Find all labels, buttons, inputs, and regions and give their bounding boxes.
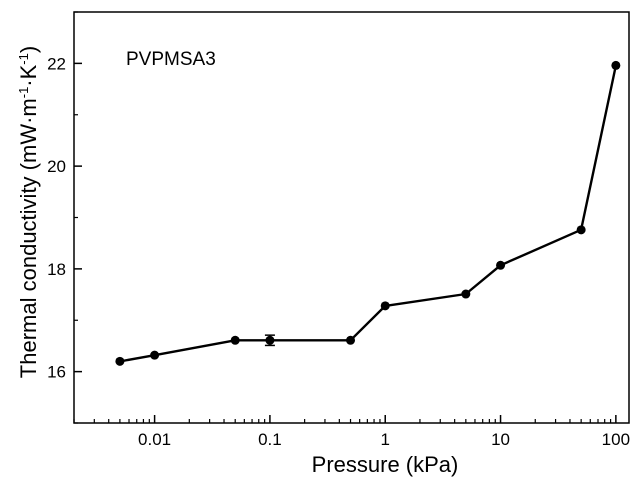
data-point	[461, 289, 471, 299]
x-axis-label: Pressure (kPa)	[312, 452, 459, 477]
axes	[73, 11, 630, 424]
y-tick-label: 18	[47, 260, 66, 279]
y-axis-label-sup2: -1	[16, 53, 31, 65]
x-tick-label: 0.01	[138, 430, 171, 449]
y-tick-label: 16	[47, 363, 66, 382]
y-axis-label-end: )	[16, 46, 41, 53]
y-axis-label: Thermal conductivity (mW·m-1·K-1)	[16, 46, 41, 378]
data-point	[265, 335, 275, 345]
y-tick-label: 22	[47, 54, 66, 73]
x-tick-label: 1	[380, 430, 389, 449]
x-tick-label: 0.1	[258, 430, 282, 449]
data-point	[576, 225, 586, 235]
data-point	[380, 301, 390, 311]
data-point	[496, 260, 506, 270]
ticks: 0.01 0.1 1 10 100 16 18 20 22	[47, 11, 630, 449]
data-point	[346, 335, 356, 345]
sample-annotation: PVPMSA3	[126, 49, 216, 70]
x-tick-label: 10	[491, 430, 510, 449]
data-point	[611, 60, 621, 70]
data-point	[150, 350, 160, 360]
y-tick-label: 20	[47, 157, 66, 176]
y-axis-label-sup1: -1	[16, 87, 31, 99]
data-point	[230, 335, 240, 345]
data-point	[115, 356, 125, 366]
data-series	[115, 60, 621, 366]
x-tick-label: 100	[602, 430, 630, 449]
plot-frame	[73, 11, 630, 424]
y-axis-label-main: Thermal conductivity (mW·m	[16, 98, 41, 378]
y-axis-label-mid: ·K	[16, 64, 41, 86]
series-line	[119, 65, 618, 363]
